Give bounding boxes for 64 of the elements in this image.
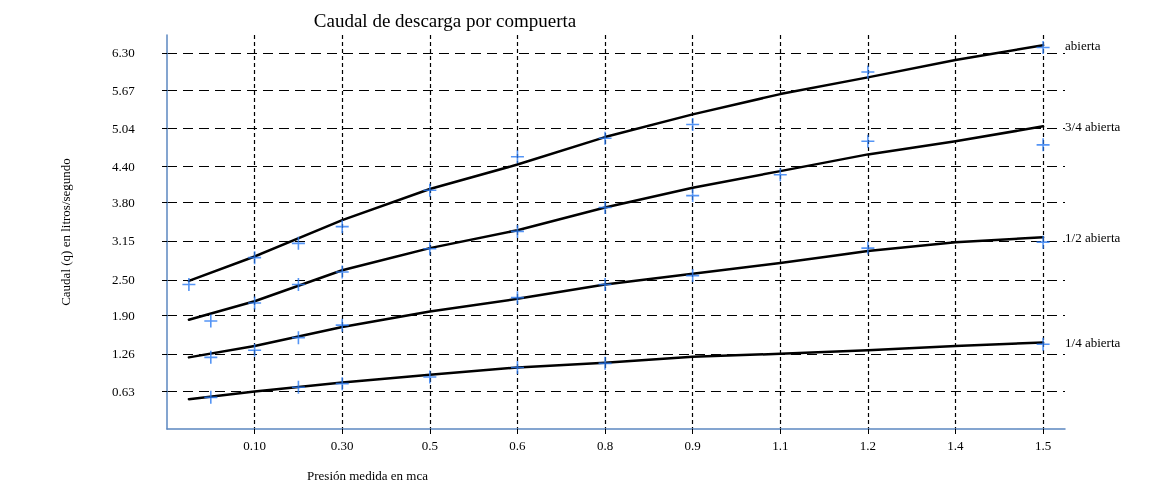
point (860, 64, 876, 80)
x-tick-label: 0.10 (243, 438, 266, 453)
point (203, 350, 219, 365)
point (1035, 336, 1051, 352)
point (247, 250, 262, 265)
point (291, 330, 306, 345)
point (334, 264, 350, 280)
point (334, 376, 350, 391)
point (422, 369, 438, 385)
point (203, 313, 219, 329)
chart-title: Caudal de descarga por compuerta (313, 10, 577, 31)
point (1035, 40, 1051, 55)
point (181, 277, 197, 292)
point (422, 241, 438, 257)
point (510, 149, 525, 165)
series-label: 1/2 abierta (1065, 229, 1121, 245)
x-tick-label: 1.4 (947, 438, 965, 453)
point (597, 277, 613, 292)
point (510, 290, 525, 305)
point (1035, 234, 1051, 250)
x-tick-label: 0.8 (596, 438, 614, 453)
x-tick-label: 1.1 (772, 438, 789, 453)
point (203, 390, 219, 405)
x-tick-label: 1.2 (859, 438, 876, 453)
point (291, 277, 306, 292)
point (685, 188, 700, 203)
point (685, 117, 700, 132)
x-tick-label: 0.5 (421, 438, 438, 453)
point (291, 379, 306, 395)
series-label: 1/4 abierta (1065, 334, 1121, 350)
series-label: 3/4 abierta (1065, 118, 1121, 134)
point (597, 356, 613, 371)
point (247, 342, 262, 358)
y-tick-label: 5.67 (112, 83, 136, 99)
point (597, 130, 613, 146)
point (597, 200, 613, 215)
y-tick-label: 3.80 (112, 194, 135, 210)
point (860, 133, 876, 149)
series-label: abierta (1065, 37, 1101, 53)
y-tick-label: 6.30 (112, 45, 135, 61)
y-tick-label: 5.04 (112, 120, 136, 136)
point (334, 317, 350, 333)
y-tick-label: 4.40 (112, 158, 135, 174)
point (422, 182, 438, 198)
y-tick-label: 0.63 (112, 383, 135, 399)
point (772, 167, 788, 182)
x-axis-title: Presión medida en mca (307, 468, 429, 482)
point (1035, 137, 1051, 153)
point (510, 360, 525, 375)
point (334, 219, 350, 234)
y-tick-label: 3.15 (112, 233, 135, 249)
x-tick-label: 1.5 (1034, 438, 1052, 453)
x-tick-label: 0.6 (509, 438, 527, 453)
y-tick-label: 1.26 (112, 346, 136, 362)
point (247, 295, 262, 311)
y-axis-title: Caudal (q) en litros/segundo (58, 158, 73, 306)
point (860, 240, 876, 256)
point (685, 268, 700, 283)
x-tick-label: 0.9 (684, 438, 701, 453)
y-tick-label: 1.90 (112, 308, 135, 324)
x-tick-label: 0.30 (330, 438, 354, 453)
point (291, 236, 306, 251)
y-tick-label: 2.50 (112, 272, 135, 288)
point (510, 224, 525, 239)
